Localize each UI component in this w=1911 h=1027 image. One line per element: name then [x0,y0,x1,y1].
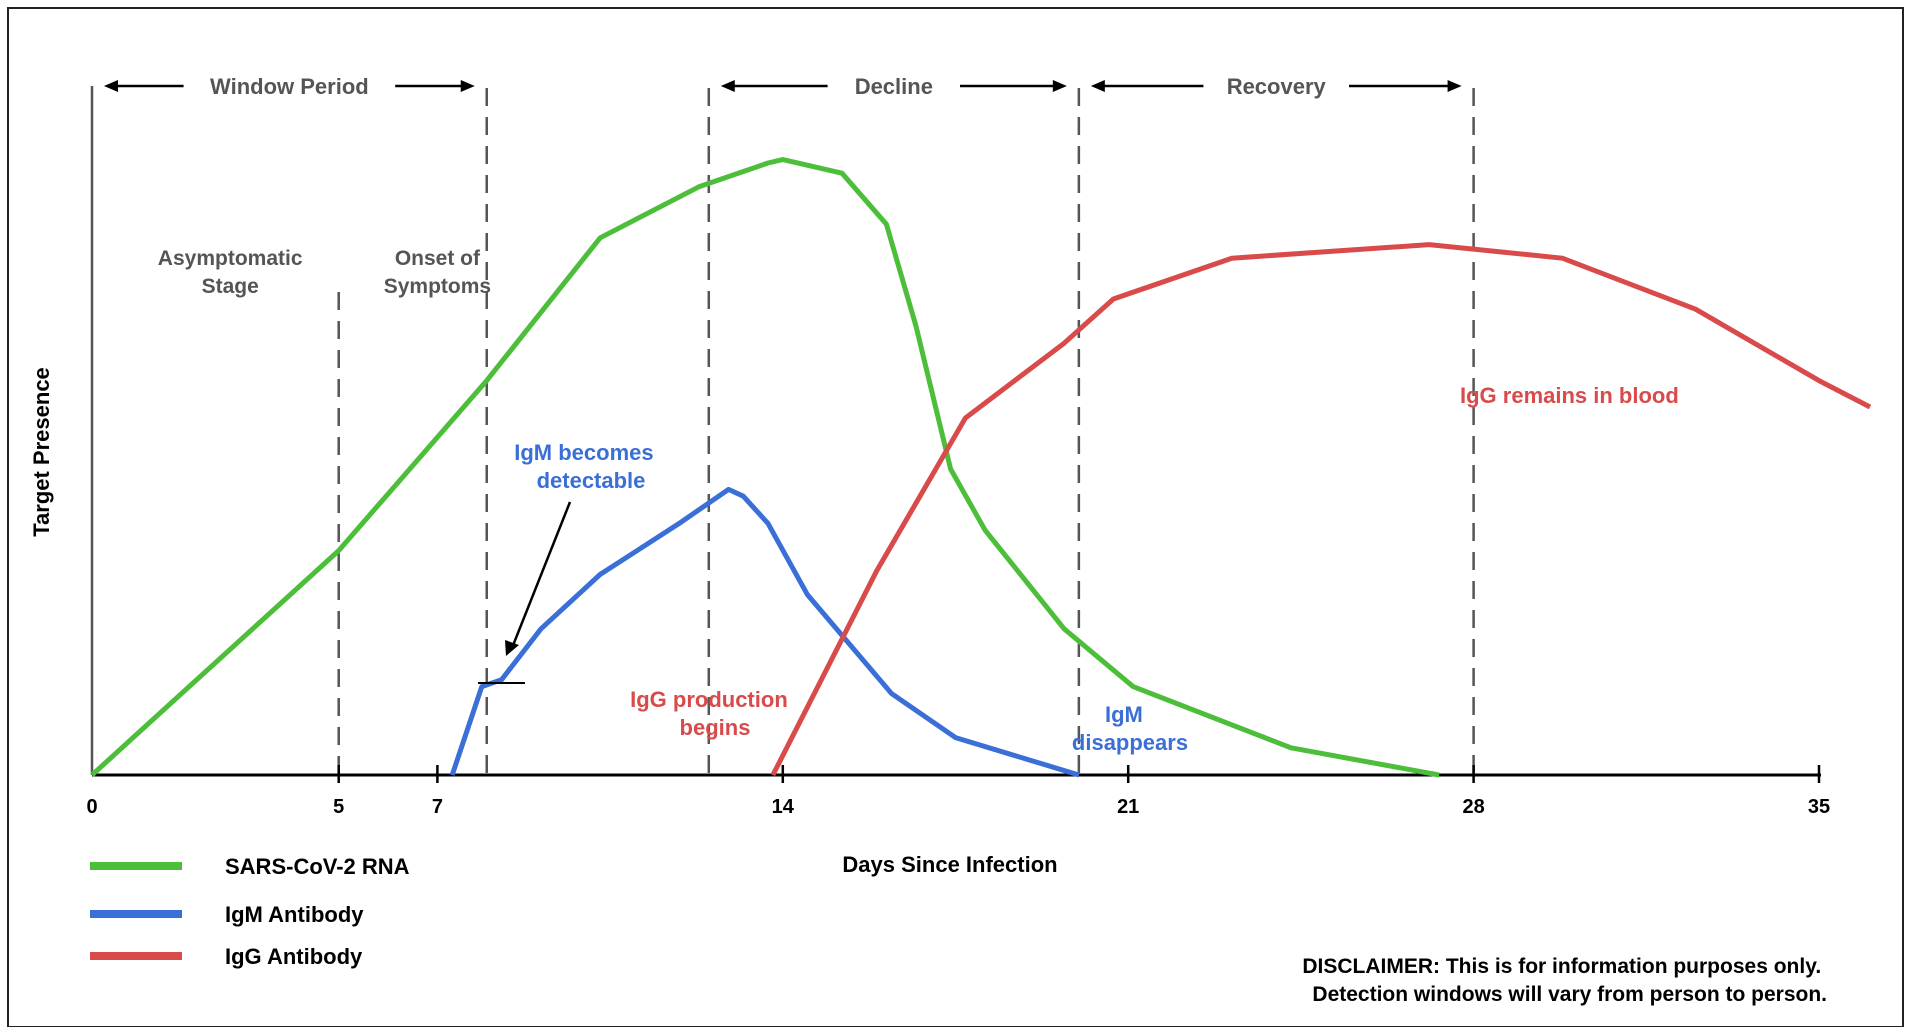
phase-bracket: Recovery [1090,74,1462,99]
disclaimer: DISCLAIMER: This is for information purp… [1302,955,1827,1006]
series-line-igm-antibody [449,486,1080,778]
arrowhead-right [1447,80,1462,92]
arrowhead-right [1052,80,1067,92]
phase-label: Window Period [210,74,369,99]
anno-igm-detectable: IgM becomes detectable [514,440,660,493]
legend: SARS-CoV-2 RNA IgM Antibody IgG Antibody [90,854,410,969]
igm-detectable-arrowhead [505,640,519,656]
arrowhead-left [720,80,735,92]
series-line-igg-antibody [770,242,1872,777]
anno-igm-disappears: IgM disappears [1072,702,1188,755]
anno-igg-remains: IgG remains in blood [1460,383,1679,408]
legend-label: SARS-CoV-2 RNA [225,854,410,879]
data-series [90,157,1872,778]
legend-label: IgM Antibody [225,902,364,927]
phase-divider-lines [337,88,1475,775]
phase-bracket: Window Period [104,74,475,99]
arrowhead-right [460,80,475,92]
stage-label: Asymptomatic Stage [158,247,303,298]
legend-item: SARS-CoV-2 RNA [90,854,410,879]
x-axis-tick-marks [337,765,1821,783]
x-tick-label: 28 [1462,796,1484,818]
stage-label: Onset of Symptoms [384,247,491,298]
x-tick-label: 21 [1117,796,1139,818]
phase-label: Recovery [1227,74,1327,99]
anno-igg-production: IgG production begins [630,687,794,740]
phase-bracket: Decline [720,74,1067,99]
chart-frame [7,7,1904,1027]
legend-label: IgG Antibody [225,944,363,969]
legend-item: IgG Antibody [90,944,363,969]
phase-label: Decline [855,74,933,99]
igm-detectable-arrow [510,501,572,649]
series-line-sars-cov-2-rna [90,157,1440,778]
x-tick-label: 14 [772,796,795,818]
x-axis-label: Days Since Infection [842,852,1057,877]
x-tick-label: 7 [432,796,443,818]
y-axis-label: Target Presence [29,367,54,537]
phase-brackets: Window Period Decline Recovery [104,74,1462,99]
x-tick-label: 0 [86,796,97,818]
x-axis-tick-labels: 0 5 7 14 21 28 35 [86,796,1830,818]
arrowhead-left [1090,80,1105,92]
stage-labels: Asymptomatic Stage Onset of Symptoms [158,247,491,298]
legend-item: IgM Antibody [90,902,364,927]
x-tick-label: 5 [333,796,344,818]
x-tick-label: 35 [1808,796,1830,818]
arrowhead-left [104,80,118,92]
